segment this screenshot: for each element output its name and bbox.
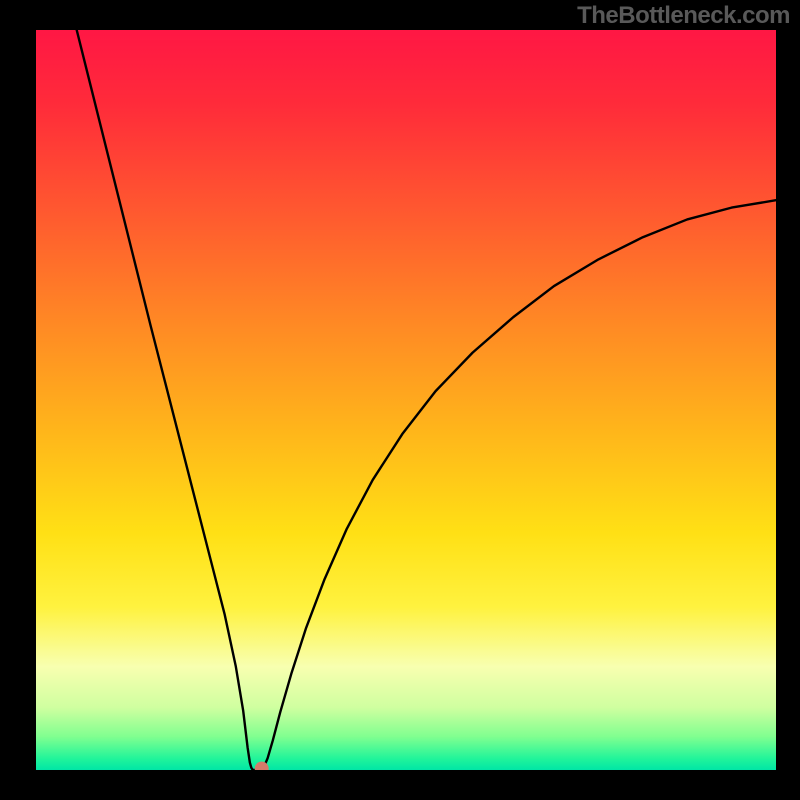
plot-area bbox=[36, 30, 776, 770]
chart-frame: TheBottleneck.com bbox=[0, 0, 800, 800]
watermark-text: TheBottleneck.com bbox=[577, 2, 790, 30]
gradient-background bbox=[36, 30, 776, 770]
chart-svg bbox=[36, 30, 776, 770]
